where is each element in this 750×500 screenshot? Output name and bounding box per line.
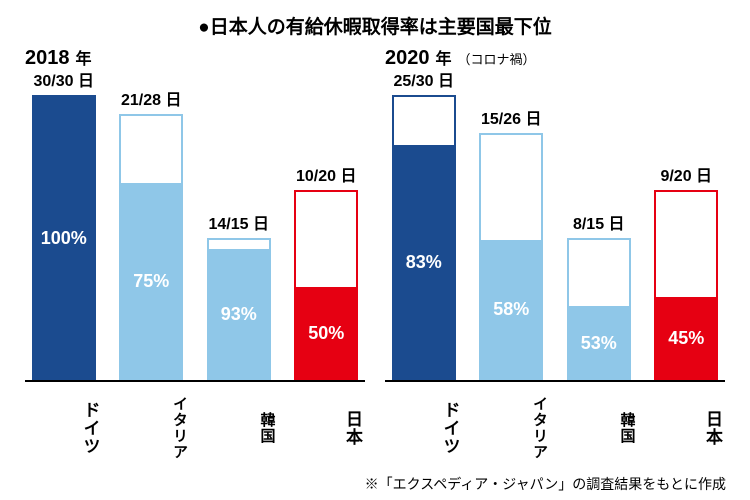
year-unit: 年 xyxy=(76,45,92,69)
bar-empty xyxy=(481,135,541,240)
bar-empty xyxy=(296,192,356,287)
bar: 53% xyxy=(567,238,631,381)
bar-fill: 58% xyxy=(481,240,541,381)
bar: 50% xyxy=(294,190,358,380)
footnote: ※「エクスペディア・ジャパン」の調査結果をもとに作成 xyxy=(365,474,726,494)
bar-empty xyxy=(394,97,454,145)
bar-fill: 83% xyxy=(394,145,454,381)
x-label: イタリア xyxy=(113,388,191,468)
x-label: ドイツ xyxy=(25,388,103,468)
panels-container: 2018年30/30 日100%21/28 日75%14/15 日93%10/2… xyxy=(20,45,730,468)
bar-slot: 25/30 日83% xyxy=(385,72,463,380)
x-label: イタリア xyxy=(473,388,551,468)
bar-slot: 10/20 日 50% xyxy=(288,72,366,380)
bar-fill: 45% xyxy=(656,297,716,381)
bar-slot: 30/30 日100% xyxy=(25,72,103,380)
bar-fill: 93% xyxy=(209,249,269,380)
x-label: 韓国 xyxy=(200,388,278,468)
bar-empty xyxy=(121,116,181,183)
year-unit: 年 xyxy=(436,45,452,69)
chart-panel: 2020年（コロナ禍）25/30 日83%15/26 日58%8/15 日53%… xyxy=(385,45,725,468)
x-label: 日本 xyxy=(288,388,366,468)
bar-slot: 14/15 日 93% xyxy=(200,72,278,380)
bar-slot: 15/26 日 58% xyxy=(473,72,551,380)
bar-fill: 75% xyxy=(121,183,181,381)
bars-area: 25/30 日83% 15/26 日 58% 8/15 日 53% 9/20 日 45% xyxy=(385,72,725,382)
bar-top-label: 10/20 日 xyxy=(296,162,357,186)
bar-top-label: 21/28 日 xyxy=(121,86,182,110)
bar-empty xyxy=(656,192,716,297)
bar-top-label: 25/30 日 xyxy=(394,67,455,91)
bar-fill: 50% xyxy=(296,287,356,380)
chart-title: ●日本人の有給休暇取得率は主要国最下位 xyxy=(20,12,730,39)
bar-slot: 9/20 日 45% xyxy=(648,72,726,380)
bar: 83% xyxy=(392,95,456,380)
bar-fill: 53% xyxy=(569,306,629,380)
panel-subtitle: （コロナ禍） xyxy=(458,49,536,68)
bar: 45% xyxy=(654,190,718,380)
bar-top-label: 30/30 日 xyxy=(34,67,95,91)
bar-fill: 100% xyxy=(34,97,94,380)
x-axis-labels: ドイツイタリア韓国日本 xyxy=(25,388,365,468)
bar-top-label: 15/26 日 xyxy=(481,105,542,129)
bar-slot: 8/15 日 53% xyxy=(560,72,638,380)
bar: 58% xyxy=(479,133,543,380)
bar-top-label: 8/15 日 xyxy=(573,210,625,234)
x-axis-labels: ドイツイタリア韓国日本 xyxy=(385,388,725,468)
x-label: ドイツ xyxy=(385,388,463,468)
bar: 100% xyxy=(32,95,96,380)
bar-empty xyxy=(209,240,269,250)
bar: 75% xyxy=(119,114,183,380)
bar-top-label: 9/20 日 xyxy=(660,162,712,186)
bar-slot: 21/28 日 75% xyxy=(113,72,191,380)
x-label: 日本 xyxy=(648,388,726,468)
chart-panel: 2018年30/30 日100%21/28 日75%14/15 日93%10/2… xyxy=(25,45,365,468)
bar-top-label: 14/15 日 xyxy=(209,210,270,234)
bars-area: 30/30 日100% 21/28 日 75% 14/15 日 93% 10/20 日 50… xyxy=(25,72,365,382)
x-label: 韓国 xyxy=(560,388,638,468)
bar-empty xyxy=(569,240,629,307)
bar: 93% xyxy=(207,238,271,381)
